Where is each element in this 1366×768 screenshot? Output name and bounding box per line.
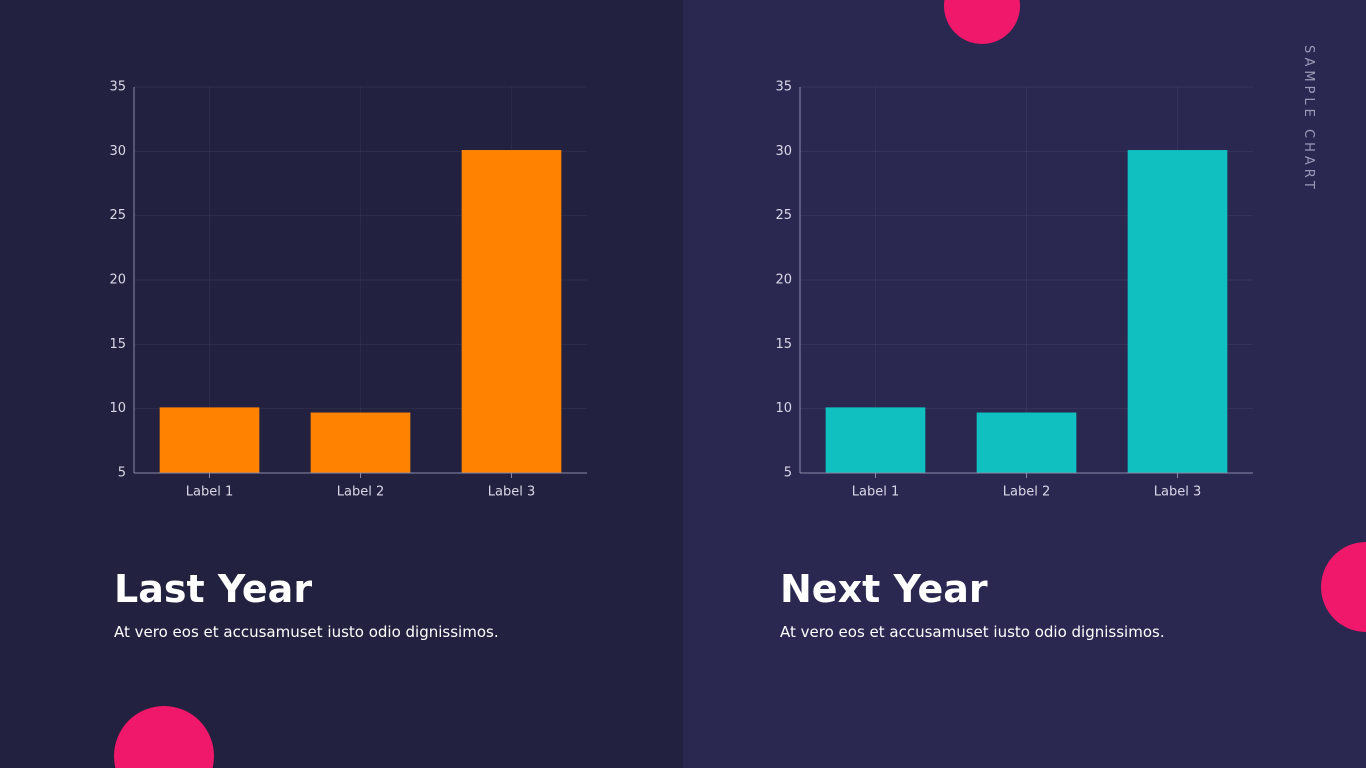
x-tick-label: Label 2 bbox=[1003, 485, 1050, 500]
y-tick-label: 35 bbox=[775, 80, 792, 95]
side-label: SAMPLE CHART bbox=[1301, 45, 1316, 193]
left-panel bbox=[0, 0, 683, 768]
bar bbox=[825, 407, 926, 473]
bar bbox=[1127, 150, 1228, 473]
y-tick-label: 30 bbox=[775, 144, 792, 159]
chart-title: Last Year bbox=[114, 567, 312, 611]
y-tick-label: 5 bbox=[118, 466, 126, 481]
x-tick-label: Label 3 bbox=[488, 485, 535, 500]
y-tick-label: 15 bbox=[109, 337, 126, 352]
bar bbox=[310, 412, 411, 473]
chart-subtitle: At vero eos et accusamuset iusto odio di… bbox=[780, 623, 1165, 641]
y-tick-label: 10 bbox=[775, 401, 792, 416]
decor-circle bbox=[944, 0, 1020, 44]
x-tick-label: Label 3 bbox=[1154, 485, 1201, 500]
x-tick-label: Label 1 bbox=[186, 485, 233, 500]
y-tick-label: 5 bbox=[784, 466, 792, 481]
y-tick-label: 30 bbox=[109, 144, 126, 159]
y-tick-label: 15 bbox=[775, 337, 792, 352]
y-tick-label: 10 bbox=[109, 401, 126, 416]
right-panel bbox=[683, 0, 1366, 768]
y-tick-label: 25 bbox=[109, 208, 126, 223]
y-tick-label: 20 bbox=[109, 273, 126, 288]
decor-circle bbox=[1321, 542, 1366, 632]
y-tick-label: 25 bbox=[775, 208, 792, 223]
chart-title: Next Year bbox=[780, 567, 988, 611]
x-tick-label: Label 1 bbox=[852, 485, 899, 500]
bar bbox=[159, 407, 260, 473]
x-tick-label: Label 2 bbox=[337, 485, 384, 500]
y-tick-label: 35 bbox=[109, 80, 126, 95]
bar bbox=[461, 150, 562, 473]
decor-circle bbox=[114, 706, 214, 768]
chart-subtitle: At vero eos et accusamuset iusto odio di… bbox=[114, 623, 499, 641]
y-tick-label: 20 bbox=[775, 273, 792, 288]
bar bbox=[976, 412, 1077, 473]
